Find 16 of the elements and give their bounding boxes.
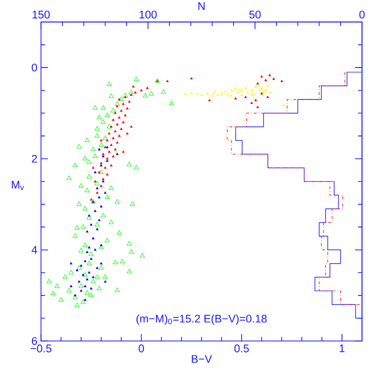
y-tick-label: 0 [32, 64, 38, 72]
x-tick-label: 0.5 [234, 344, 249, 352]
x2-tick-label: 150 [32, 10, 50, 18]
annotation: (m−M)$_{0}$=15.2 E(B−V)=0.18 [136, 314, 267, 325]
x2-tick-label: 0 [359, 10, 365, 18]
x-axis-title: B−V [192, 355, 212, 363]
y-axis-title: M$_{v}$ [12, 180, 24, 190]
y-tick-label: 6 [32, 337, 37, 345]
x2-tick-label: 50 [249, 10, 261, 18]
x-tick-label: 0 [138, 344, 144, 352]
x-tick-label: −0.5 [30, 344, 52, 352]
x2-tick-label: 100 [140, 10, 157, 18]
y-tick-label: 2 [32, 154, 37, 163]
x-tick-label: 1 [340, 344, 344, 352]
x2-axis-title: N [198, 2, 205, 10]
y-tick-label: 4 [32, 246, 38, 254]
